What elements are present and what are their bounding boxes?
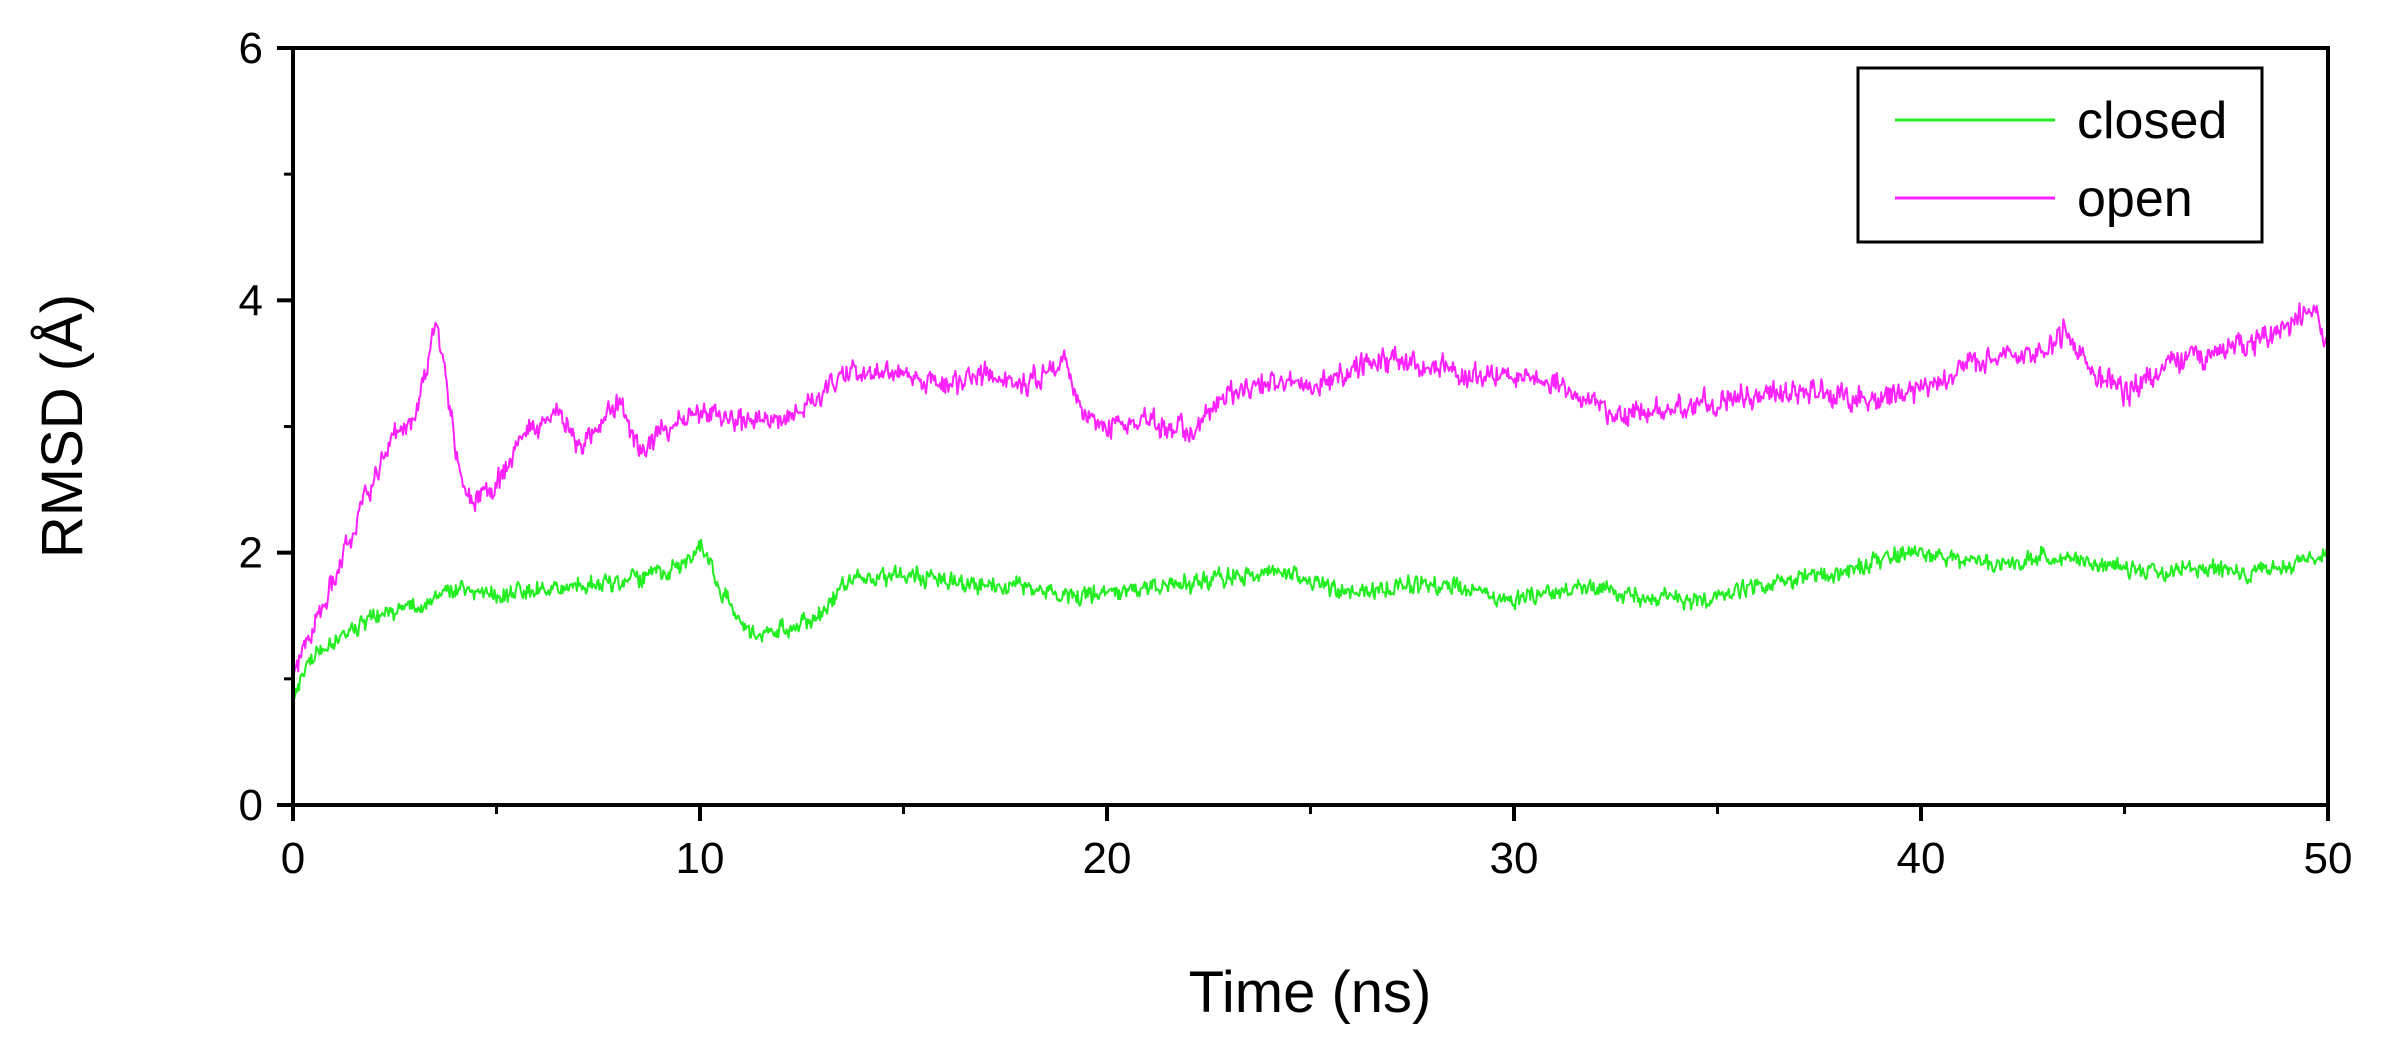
x-tick-label: 10 xyxy=(676,834,725,883)
x-tick-label: 40 xyxy=(1897,834,1946,883)
y-axis-title: RMSD (Å) xyxy=(30,294,95,558)
ticks-layer: 0 10 20 30 40 50 0 2 4 6 xyxy=(239,24,2353,883)
legend: closed open xyxy=(1856,66,2264,244)
series-line-open xyxy=(292,302,2329,679)
y-tick-label: 0 xyxy=(239,781,263,830)
y-tick-label: 2 xyxy=(239,529,263,578)
x-tick-label: 50 xyxy=(2304,834,2353,883)
x-axis-title: Time (ns) xyxy=(1189,960,1432,1025)
x-tick-label: 30 xyxy=(1490,834,1539,883)
x-tick-label: 20 xyxy=(1083,834,1132,883)
y-tick-label: 6 xyxy=(239,24,263,73)
plot-frame xyxy=(291,46,2330,807)
series-layer xyxy=(292,302,2329,702)
y-tick-label: 4 xyxy=(239,276,263,325)
x-tick-label: 0 xyxy=(281,834,305,883)
legend-label-open: open xyxy=(2077,170,2193,228)
legend-label-closed: closed xyxy=(2077,92,2227,150)
series-line-closed xyxy=(292,538,2329,702)
legend-box xyxy=(1856,66,2264,244)
